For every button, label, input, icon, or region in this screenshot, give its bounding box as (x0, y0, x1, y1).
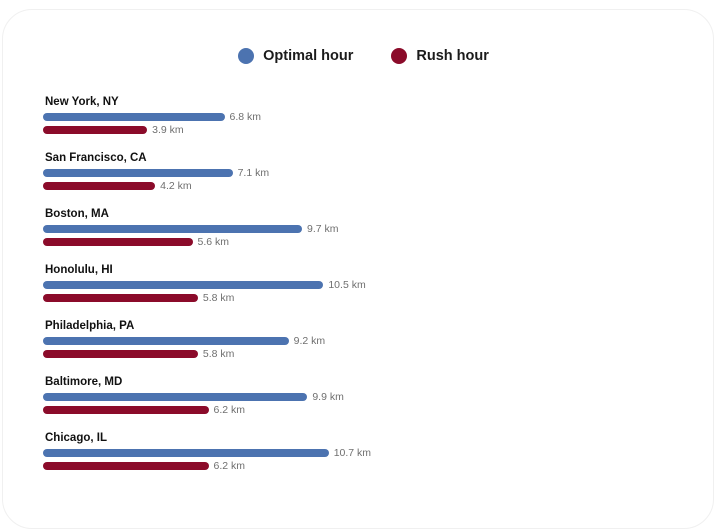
optimal-value-label: 10.7 km (333, 447, 372, 459)
optimal-hour-bar[interactable] (43, 113, 225, 121)
city-label: Honolulu, HI (45, 264, 113, 276)
rush-value-label: 3.9 km (152, 124, 184, 136)
optimal-bar-group: 9.7 km (43, 223, 339, 235)
rush-bar-group: 4.2 km (43, 180, 192, 192)
rush-bar-group: 3.9 km (43, 124, 184, 136)
optimal-value-label: 9.7 km (306, 223, 339, 235)
rush-bar-group: 6.2 km (43, 404, 246, 416)
optimal-value-label: 6.8 km (229, 111, 262, 123)
optimal-hour-bar[interactable] (43, 225, 302, 233)
rush-bar-group: 5.8 km (43, 348, 235, 360)
optimal-bar-group: 6.8 km (43, 111, 262, 123)
rush-bar-group: 6.2 km (43, 460, 246, 472)
optimal-value-label: 9.2 km (293, 335, 326, 347)
rush-hour-bar[interactable] (43, 238, 193, 246)
optimal-hour-bar[interactable] (43, 337, 289, 345)
rush-bar-group: 5.8 km (43, 292, 235, 304)
rush-value-label: 6.2 km (213, 460, 246, 472)
optimal-value-label: 9.9 km (312, 391, 344, 403)
legend-label: Rush hour (416, 48, 489, 64)
optimal-hour-bar[interactable] (43, 393, 308, 401)
optimal-value-label: 10.5 km (328, 279, 366, 291)
chart-card (2, 9, 714, 529)
optimal-hour-bar[interactable] (43, 449, 329, 457)
rush-value-label: 4.2 km (160, 180, 192, 192)
city-row: Boston, MA 9.7 km 5.6 km (43, 206, 643, 262)
rush-bar-group: 5.6 km (43, 236, 230, 248)
rush-hour-bar[interactable] (43, 126, 148, 134)
rush-value-label: 5.6 km (197, 236, 230, 248)
rush-hour-bar[interactable] (43, 406, 209, 414)
rush-value-label: 6.2 km (213, 404, 246, 416)
optimal-value-label: 7.1 km (237, 167, 270, 179)
city-label: New York, NY (45, 96, 119, 108)
city-label: Baltimore, MD (45, 376, 123, 388)
rush-hour-bar[interactable] (43, 350, 198, 358)
city-label: Chicago, IL (45, 432, 107, 444)
optimal-bar-group: 9.9 km (43, 391, 344, 403)
legend-item-rush-hour[interactable]: Rush hour (391, 48, 489, 64)
optimal-bar-group: 9.2 km (43, 335, 326, 347)
city-row: Philadelphia, PA 9.2 km 5.8 km (43, 318, 643, 374)
rush-hour-bar[interactable] (43, 294, 198, 302)
city-label: Boston, MA (45, 208, 109, 220)
optimal-bar-group: 10.7 km (43, 447, 372, 459)
legend-item-optimal-hour[interactable]: Optimal hour (238, 48, 353, 64)
city-label: Philadelphia, PA (45, 320, 135, 332)
city-row: Honolulu, HI 10.5 km 5.8 km (43, 262, 643, 318)
legend-dot-icon (391, 48, 408, 64)
legend-label: Optimal hour (263, 48, 354, 64)
optimal-hour-bar[interactable] (43, 169, 233, 177)
rush-hour-bar[interactable] (43, 462, 209, 470)
bar-rows: New York, NY 6.8 km 3.9 km San Francisco, C… (43, 94, 643, 486)
city-row: Chicago, IL 10.7 km 6.2 km (43, 430, 643, 486)
city-label: San Francisco, CA (45, 152, 147, 164)
city-row: Baltimore, MD 9.9 km 6.2 km (43, 374, 643, 430)
city-row: New York, NY 6.8 km 3.9 km (43, 94, 643, 150)
rush-value-label: 5.8 km (202, 292, 235, 304)
rush-hour-bar[interactable] (43, 182, 156, 190)
optimal-bar-group: 10.5 km (43, 279, 366, 291)
city-row: San Francisco, CA 7.1 km 4.2 km (43, 150, 643, 206)
optimal-hour-bar[interactable] (43, 281, 324, 289)
chart-legend: Optimal hour Rush hour (0, 48, 727, 64)
rush-value-label: 5.8 km (202, 348, 235, 360)
optimal-bar-group: 7.1 km (43, 167, 270, 179)
legend-dot-icon (238, 48, 255, 64)
